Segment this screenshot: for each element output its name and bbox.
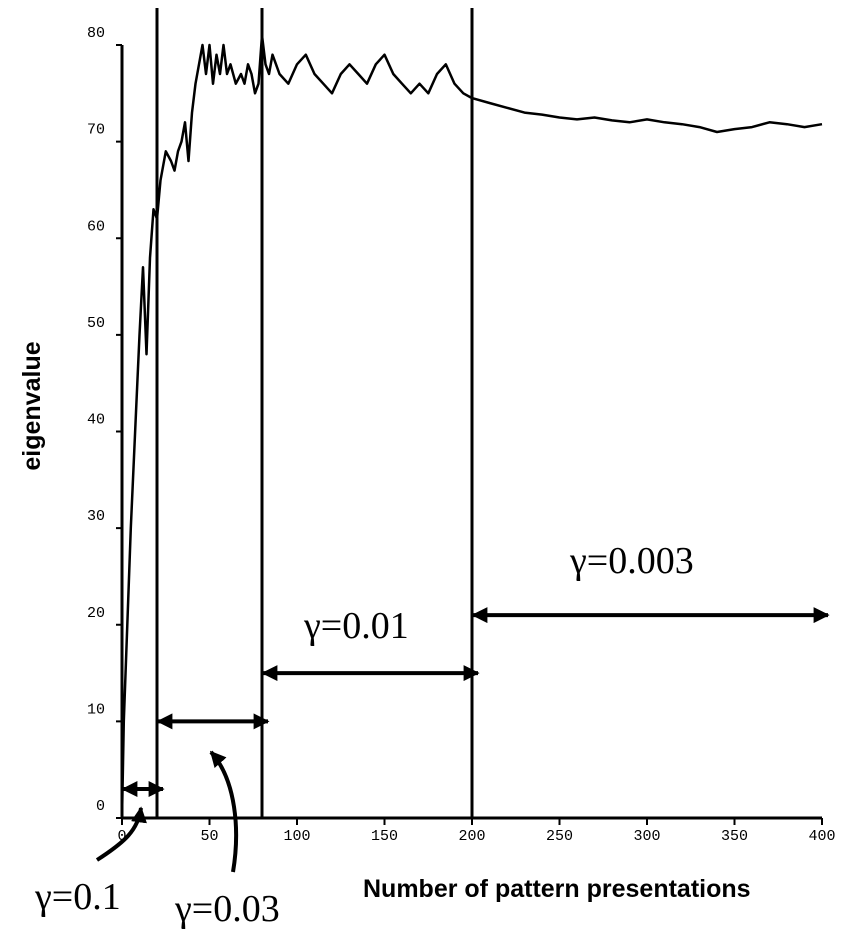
y-tick-label: 40: [87, 412, 105, 429]
y-tick-label: 10: [87, 701, 105, 718]
region-arrows: [121, 607, 830, 798]
y-tick-label: 0: [96, 798, 105, 815]
region-label-gamma-0-03: γ=0.03: [174, 888, 280, 930]
x-tick-label: 400: [808, 828, 835, 845]
x-tick-label: 100: [283, 828, 310, 845]
x-tick-label: 300: [633, 828, 660, 845]
y-ticks: 0 10 20 30 40 50 60 70 80: [87, 25, 122, 819]
x-axis-title: Number of pattern presentations: [363, 875, 751, 903]
y-tick-label: 70: [87, 122, 105, 139]
pointer-arrow-gamma-0-03: [209, 750, 239, 873]
series-line: [120, 34, 823, 819]
y-tick-label: 80: [87, 25, 105, 42]
y-tick-label: 20: [87, 605, 105, 622]
x-tick-label: 0: [117, 828, 126, 845]
y-tick-label: 30: [87, 508, 105, 525]
x-ticks: 0 50 100 150 200 250 300 350 400: [117, 818, 836, 845]
region-label-gamma-0-003: γ=0.003: [569, 540, 694, 582]
region-boundaries: [155, 8, 474, 818]
pointer-arrow-gamma-0-1: [95, 806, 147, 862]
region-label-gamma-0-01: γ=0.01: [303, 605, 409, 647]
region-label-gamma-0-1: γ=0.1: [34, 876, 121, 918]
y-tick-label: 50: [87, 315, 105, 332]
x-tick-label: 250: [546, 828, 573, 845]
y-axis-title: eigenvalue: [18, 341, 46, 470]
x-tick-label: 350: [721, 828, 748, 845]
y-tick-label: 60: [87, 218, 105, 235]
x-tick-label: 150: [371, 828, 398, 845]
x-tick-label: 50: [200, 828, 218, 845]
pointer-arrows: [95, 750, 239, 873]
x-tick-label: 200: [458, 828, 485, 845]
